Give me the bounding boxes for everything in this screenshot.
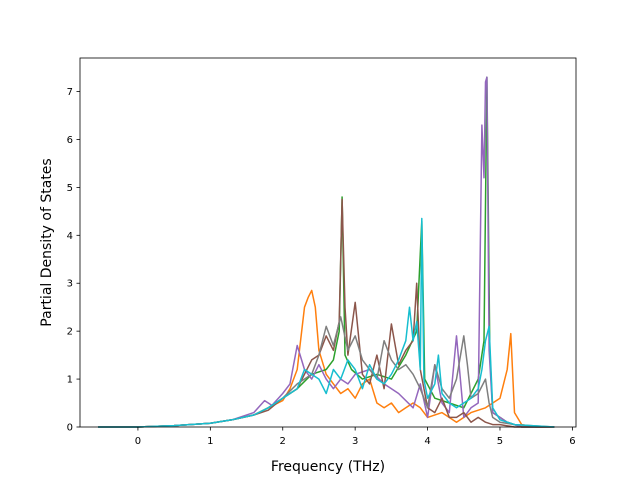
y-axis-ticks: 0 1 2 3 4 5 6 7 bbox=[67, 87, 80, 434]
x-tick-label: 3 bbox=[352, 436, 358, 447]
y-tick-label: 2 bbox=[67, 327, 73, 338]
y-tick-label: 5 bbox=[67, 183, 73, 194]
x-axis-label: Frequency (THz) bbox=[271, 459, 385, 475]
y-tick-label: 1 bbox=[67, 375, 73, 386]
x-tick-label: 4 bbox=[424, 436, 430, 447]
y-axis-label: Partial Density of States bbox=[39, 158, 55, 326]
x-tick-label: 2 bbox=[280, 436, 286, 447]
x-tick-label: 1 bbox=[207, 436, 213, 447]
y-tick-label: 7 bbox=[67, 87, 73, 98]
x-axis-ticks: 0 1 2 3 4 5 6 bbox=[135, 427, 576, 447]
y-tick-label: 3 bbox=[67, 279, 73, 290]
x-tick-label: 0 bbox=[135, 436, 141, 447]
series-line-6 bbox=[98, 217, 555, 428]
x-tick-label: 5 bbox=[497, 436, 503, 447]
y-tick-label: 6 bbox=[67, 135, 73, 146]
series-line-1 bbox=[98, 289, 555, 428]
y-tick-label: 4 bbox=[67, 231, 73, 242]
series-layer bbox=[98, 76, 555, 428]
plot-frame bbox=[79, 57, 577, 428]
x-tick-label: 6 bbox=[569, 436, 575, 447]
y-tick-label: 0 bbox=[67, 423, 73, 434]
